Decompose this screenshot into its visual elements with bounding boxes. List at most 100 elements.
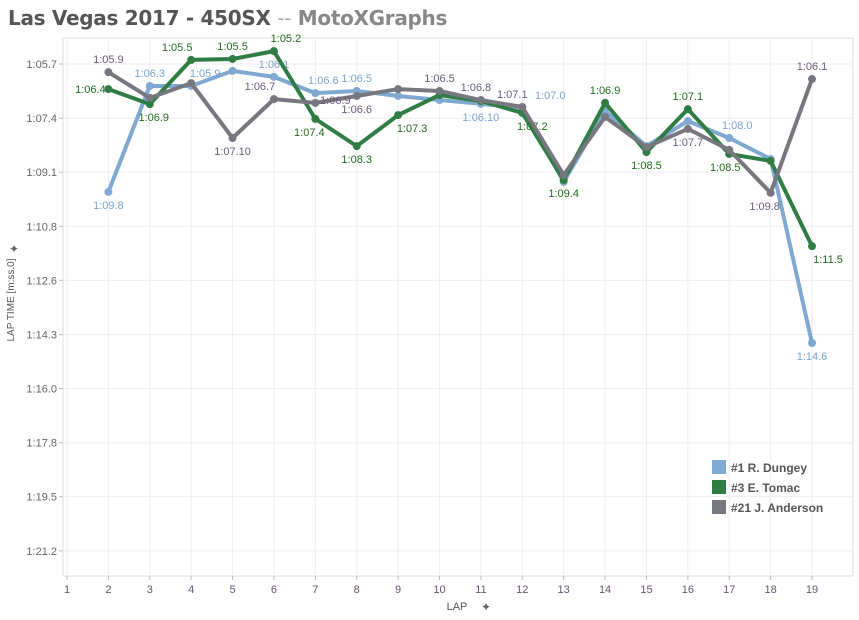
data-point: [808, 242, 817, 251]
data-point: [228, 54, 237, 63]
data-point: [145, 100, 154, 109]
pin-icon-x[interactable]: ✦: [481, 600, 491, 614]
pin-icon-y[interactable]: ✦: [9, 242, 19, 256]
brand-name: MotoXGraphs: [297, 6, 448, 30]
legend-swatch: [712, 480, 726, 494]
data-point: [394, 85, 403, 94]
data-label: 1:08.5: [710, 162, 741, 174]
data-label: 1:07.10: [214, 146, 251, 158]
data-point: [725, 145, 734, 154]
data-label: 1:06.4: [75, 84, 106, 96]
series-line: [107, 49, 814, 248]
data-point: [683, 124, 692, 133]
data-label: 1:05.9: [190, 68, 221, 80]
data-label: 1:07.7: [673, 137, 704, 149]
data-point: [518, 102, 527, 111]
data-label: 1:06.8: [461, 82, 492, 94]
data-point: [725, 133, 734, 142]
legend-entry: #3 E. Tomac: [731, 481, 800, 495]
data-point: [311, 89, 320, 98]
data-point: [311, 114, 320, 123]
y-axis-label: LAP TIME [m:ss.0]: [6, 258, 17, 341]
data-label: 1:14.6: [797, 351, 828, 363]
data-label: 1:06.6: [308, 75, 339, 87]
data-point: [808, 75, 817, 84]
data-point: [187, 79, 196, 88]
data-label: 1:07.3: [397, 123, 428, 135]
data-label: 1:06.7: [245, 81, 276, 93]
title-separator: --: [277, 6, 292, 30]
data-point: [766, 188, 775, 197]
data-point: [808, 339, 817, 348]
data-label: 1:09.8: [93, 200, 124, 212]
x-axis-label: LAP: [447, 601, 468, 613]
data-label: 1:09.4: [548, 188, 579, 200]
legend-entry: #21 J. Anderson: [731, 501, 823, 515]
data-point: [352, 142, 361, 151]
data-label: 1:06.9: [590, 85, 621, 97]
data-point: [559, 170, 568, 179]
y-tick-label: 1:16.0: [26, 383, 57, 395]
series--21-j-anderson: 1:05.91:07.101:06.71:06.91:06.61:06.51:0…: [93, 54, 827, 213]
data-label: 1:06.1: [797, 61, 828, 73]
data-point: [269, 47, 278, 56]
data-point: [601, 98, 610, 107]
data-point: [187, 55, 196, 64]
data-point: [104, 187, 113, 196]
data-label: 1:05.5: [217, 41, 248, 53]
data-point: [352, 91, 361, 100]
data-label: 1:07.1: [497, 89, 528, 101]
y-tick-label: 1:05.7: [26, 59, 57, 71]
data-point: [145, 93, 154, 102]
x-tick-label: 10: [433, 584, 445, 596]
data-point: [228, 133, 237, 142]
x-tick-label: 14: [599, 584, 611, 596]
x-tick-label: 8: [354, 584, 360, 596]
x-tick-label: 9: [395, 584, 401, 596]
x-tick-label: 15: [640, 584, 652, 596]
data-point: [766, 156, 775, 165]
data-point: [683, 105, 692, 114]
x-tick-label: 2: [105, 584, 111, 596]
legend: #1 R. Dungey #3 E. Tomac #21 J. Anderson: [712, 460, 823, 515]
data-label: 1:08.3: [341, 154, 372, 166]
y-tick-label: 1:09.1: [26, 167, 57, 179]
x-tick-label: 17: [723, 584, 735, 596]
series-line: [106, 68, 814, 344]
data-label: 1:05.5: [162, 42, 193, 54]
data-point: [601, 112, 610, 121]
data-label: 1:06.9: [138, 112, 169, 124]
data-label: 1:06.9: [320, 95, 351, 107]
x-tick-label: 18: [765, 584, 777, 596]
legend-swatch: [712, 460, 726, 474]
series--1-r-dungey: 1:09.81:06.3 1:05.91:06.11:06.6 1:06.51:06…: [93, 59, 827, 363]
data-point: [394, 111, 403, 120]
data-label: 1:07.0: [535, 90, 566, 102]
data-point: [435, 86, 444, 95]
y-tick-label: 1:12.6: [26, 275, 57, 287]
y-tick-label: 1:17.8: [26, 438, 57, 450]
data-label: 1:06.10: [463, 112, 500, 124]
data-label: 1:07.1: [673, 91, 704, 103]
data-point: [683, 117, 692, 126]
x-tick-label: 7: [312, 584, 318, 596]
x-tick-label: 6: [271, 584, 277, 596]
data-point: [394, 91, 403, 100]
x-tick-label: 3: [147, 584, 153, 596]
title-main: Las Vegas 2017 - 450SX: [8, 6, 271, 30]
y-tick-label: 1:19.5: [26, 492, 57, 504]
legend-swatch: [712, 500, 726, 514]
data-point: [104, 85, 113, 94]
legend-entry: #1 R. Dungey: [731, 461, 807, 475]
y-tick-label: 1:21.2: [26, 546, 57, 558]
data-label: 1:09.8: [749, 201, 780, 213]
plot-area: [62, 37, 854, 577]
x-tick-label: 19: [806, 584, 818, 596]
x-tick-label: 5: [229, 584, 235, 596]
data-label: 1:08.5: [631, 160, 662, 172]
x-tick-label: 1: [64, 584, 70, 596]
x-tick-label: 13: [558, 584, 570, 596]
data-point: [228, 66, 237, 75]
series-line: [107, 70, 814, 195]
